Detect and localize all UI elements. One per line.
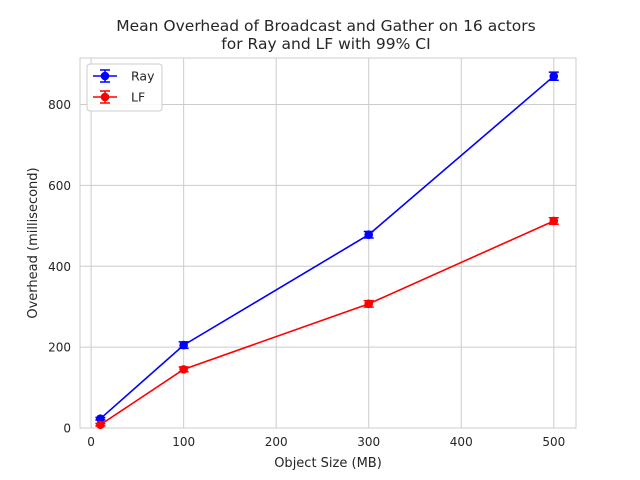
y-tick-label: 400 [48,260,71,274]
data-point [179,365,188,374]
data-point [549,71,559,81]
legend-marker [100,71,110,81]
x-axis-label: Object Size (MB) [274,456,382,471]
series-ray [95,71,559,423]
y-axis-label: Overhead (millisecond) [26,167,41,318]
legend-label: Ray [131,69,155,84]
series-lf [95,216,559,430]
x-tick-label: 400 [450,435,473,449]
data-point [96,414,105,423]
data-point [549,216,559,226]
y-tick-label: 0 [63,422,71,436]
series-line [99,75,555,420]
plot-area [79,57,577,429]
x-tick-label: 0 [87,435,95,449]
legend: Ray LF [86,63,163,112]
x-tick-label: 200 [265,435,288,449]
legend-marker [100,92,110,102]
data-point [179,340,188,350]
x-tick-label: 300 [357,435,380,449]
y-tick-label: 200 [48,341,71,355]
legend-label: LF [131,90,145,105]
legend-item-ray: Ray [93,69,155,84]
legend-item-lf: LF [93,90,145,105]
data-point [96,420,105,430]
data-point [364,230,374,240]
y-tick-label: 800 [48,98,71,112]
chart-title-line1: Mean Overhead of Broadcast and Gather on… [116,17,536,35]
series-line [99,220,555,426]
x-tick-label: 500 [542,435,565,449]
axis-ticks: 0 100 200 300 400 500 0 200 400 600 800 [48,98,565,449]
y-tick-label: 600 [48,179,71,193]
x-tick-label: 100 [172,435,195,449]
series [95,71,559,430]
grid [80,58,576,429]
data-point [364,299,374,309]
chart-title-line2: for Ray and LF with 99% CI [221,35,430,53]
